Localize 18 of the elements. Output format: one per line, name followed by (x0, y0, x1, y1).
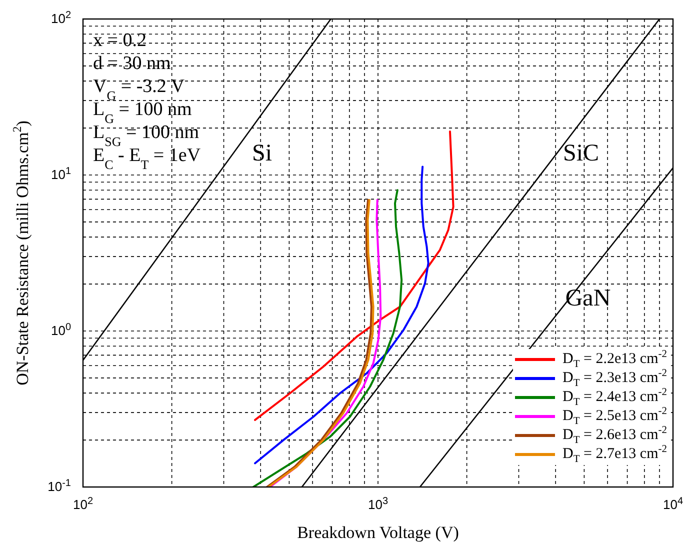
legend-label: D$_{T}$ = 2.6e13 cm$^{-2}$ (562, 425, 667, 446)
y-tick-label: 10$^{-1}$ (48, 478, 72, 494)
annotation: d = 30 nm (93, 53, 171, 74)
legend-label: D$_{T}$ = 2.7e13 cm$^{-2}$ (562, 444, 667, 465)
y-tick-label: 10$^{1}$ (50, 166, 72, 182)
annotation: SiC (562, 140, 600, 167)
y-tick-label: 10$^{2}$ (50, 10, 72, 26)
annotation: Si (252, 140, 272, 167)
x-tick-label: 10$^{4}$ (662, 496, 684, 512)
y-tick-label: 10$^{0}$ (50, 322, 72, 338)
annotation: x = 0.2 (93, 30, 146, 51)
x-tick-label: 10$^{3}$ (368, 496, 388, 512)
x-tick-label: 10$^{2}$ (72, 496, 94, 512)
legend-label: D$_{T}$ = 2.2e13 cm$^{-2}$ (562, 349, 667, 370)
x-axis-title: Breakdown Voltage (V) (297, 523, 459, 542)
legend-label: D$_{T}$ = 2.5e13 cm$^{-2}$ (562, 406, 667, 427)
legend-label: D$_{T}$ = 2.4e13 cm$^{-2}$ (562, 387, 667, 408)
legend-label: D$_{T}$ = 2.3e13 cm$^{-2}$ (562, 368, 667, 389)
